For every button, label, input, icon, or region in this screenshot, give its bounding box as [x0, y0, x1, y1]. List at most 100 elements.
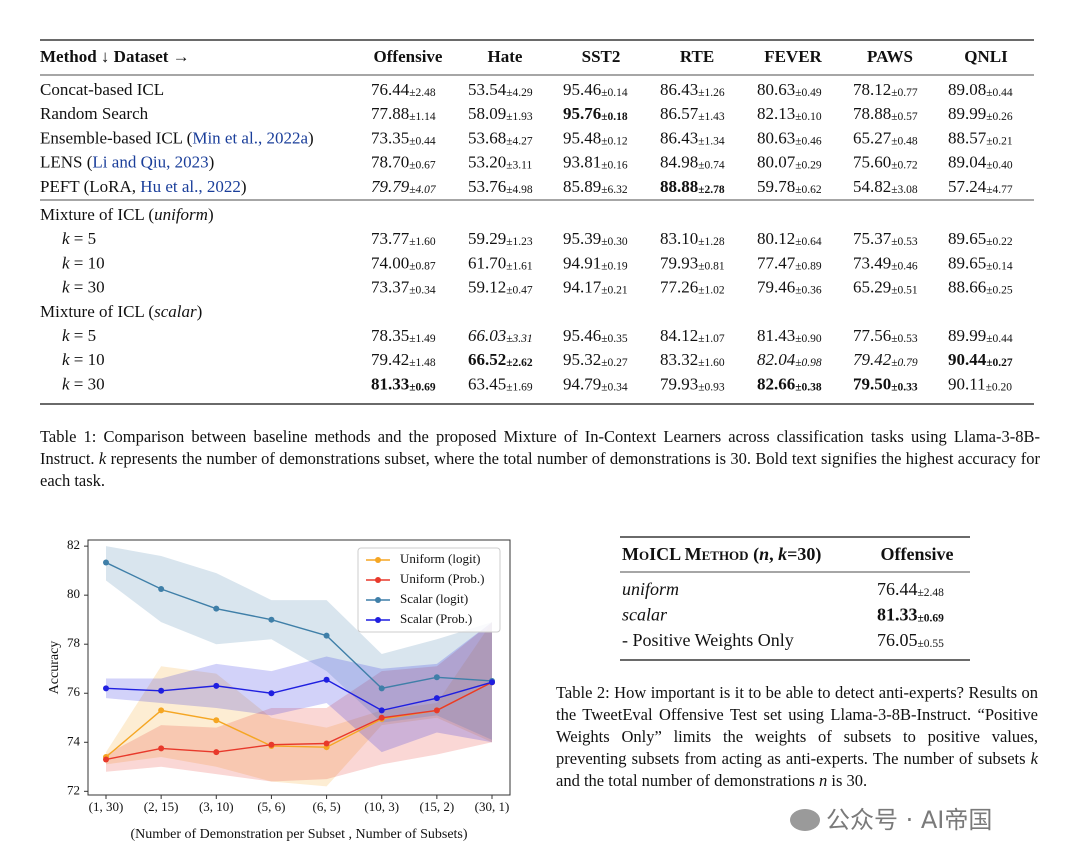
point	[103, 685, 109, 692]
point	[433, 695, 440, 702]
cell: 81.33±0.69	[877, 605, 944, 625]
cell: 80.63±0.49	[757, 80, 822, 99]
cell-std: ±0.77	[891, 87, 918, 99]
cell-value: 81.33	[371, 374, 409, 393]
cell-value: 84.98	[660, 153, 698, 172]
text-part: is 30.	[827, 771, 868, 790]
cell-value: 73.77	[371, 229, 410, 248]
cell-std: ±0.93	[698, 381, 725, 393]
cell: 89.65±0.22	[948, 229, 1013, 248]
cell-value: 80.12	[757, 229, 795, 248]
cell-std: ±0.81	[698, 260, 725, 272]
cell-value: 79.50	[853, 374, 891, 393]
text-part: scalar	[154, 302, 197, 321]
cell-value: 95.76	[563, 104, 601, 123]
legend-label: Uniform (Prob.)	[400, 571, 485, 586]
cell-std: ±0.36	[795, 284, 822, 296]
cell-std: ±1.26	[698, 87, 725, 99]
row-label: PEFT (LoRA, Hu et al., 2022)	[40, 177, 247, 196]
cell-value: 85.89	[563, 177, 601, 196]
cell-std: ±0.44	[409, 135, 436, 147]
cell-std: ±1.07	[698, 333, 725, 345]
text-part: k	[62, 253, 70, 272]
cell-std: ±0.79	[891, 357, 918, 369]
cell-value: 53.20	[468, 153, 506, 172]
text-part: Table 1: Comparison between baseline met…	[40, 427, 1040, 468]
cell-std: ±0.21	[986, 135, 1013, 147]
cell: 86.43±1.34	[660, 128, 725, 147]
text-part: k	[62, 374, 70, 393]
row-label: - Positive Weights Only	[622, 630, 794, 650]
row-label: k = 5	[62, 326, 96, 345]
cell-std: ±0.69	[409, 381, 436, 393]
cell-value: 95.48	[563, 128, 601, 147]
cell-value: 95.46	[563, 80, 601, 99]
cell-value: 73.49	[853, 253, 891, 272]
text-part: )	[241, 177, 247, 196]
cell: 65.27±0.48	[853, 128, 918, 147]
legend-marker	[375, 577, 381, 583]
cell: 59.12±0.47	[468, 278, 533, 297]
cell-value: 77.56	[853, 326, 891, 345]
cell-value: 77.88	[371, 104, 409, 123]
cell-std: ±0.53	[891, 236, 918, 248]
cell-std: ±0.16	[601, 159, 628, 171]
plot-frame	[87, 539, 511, 796]
text-part: = 5	[70, 229, 97, 248]
cell: 81.43±0.90	[757, 326, 822, 345]
cell: 73.49±0.46	[853, 253, 918, 272]
legend-marker	[375, 557, 381, 563]
column-header: FEVER	[764, 47, 822, 66]
cell: 66.03±3.31	[468, 326, 533, 345]
cell-std: ±4.98	[506, 183, 533, 195]
cell: 94.91±0.19	[563, 253, 628, 272]
text-part: k	[62, 278, 70, 297]
cell-std: ±0.55	[918, 638, 945, 650]
table-header: Method ↓ Dataset →	[40, 47, 190, 66]
point	[489, 679, 495, 686]
y-axis-label: Accuracy	[47, 641, 62, 695]
point	[103, 559, 109, 566]
cell-std: ±1.02	[698, 284, 725, 296]
cell-std: ±0.27	[986, 357, 1013, 369]
row-label: Ensemble-based ICL (Min et al., 2022a)	[40, 128, 314, 147]
text-part: - Positive Weights Only	[622, 630, 794, 650]
point	[158, 687, 165, 694]
cell-std: ±1.23	[506, 236, 533, 248]
legend-box	[357, 547, 501, 633]
cell-std: ±0.90	[795, 333, 822, 345]
cell-value: 84.12	[660, 326, 698, 345]
cell-std: ±2.78	[698, 183, 725, 195]
cell-value: 63.45	[468, 374, 506, 393]
cell-std: ±0.53	[891, 333, 918, 345]
y-tick-label: 76	[67, 684, 81, 699]
row-label: k = 30	[62, 278, 105, 297]
cell-value: 88.88	[660, 177, 698, 196]
cell-value: 89.99	[948, 104, 986, 123]
cell: 89.99±0.44	[948, 326, 1013, 345]
point	[323, 740, 330, 747]
cell-value: 79.42	[371, 350, 409, 369]
cell-std: ±0.10	[795, 111, 822, 123]
row-label: Concat-based ICL	[40, 80, 164, 99]
cell-std: ±0.57	[891, 111, 918, 123]
cell-value: 80.63	[757, 80, 795, 99]
cell-std: ±0.30	[601, 236, 628, 248]
cell-std: ±0.22	[986, 236, 1013, 248]
text-part: PEFT (LoRA,	[40, 177, 140, 196]
text-part: n	[819, 771, 828, 790]
text-part: = 5	[70, 326, 97, 345]
cell: 95.46±0.35	[563, 326, 628, 345]
cell: 76.44±2.48	[877, 579, 944, 599]
cell: 53.76±4.98	[468, 177, 533, 196]
cell: 85.89±6.32	[563, 177, 628, 196]
cell-value: 78.12	[853, 80, 891, 99]
cell-value: 61.70	[468, 253, 506, 272]
series-line	[105, 681, 493, 761]
row-label: k = 30	[62, 374, 105, 393]
cell: 73.77±1.60	[371, 229, 436, 248]
x-tick-label: (15, 2)	[420, 799, 455, 814]
cell-value: 86.43	[660, 128, 698, 147]
cell: 63.45±1.69	[468, 374, 533, 393]
